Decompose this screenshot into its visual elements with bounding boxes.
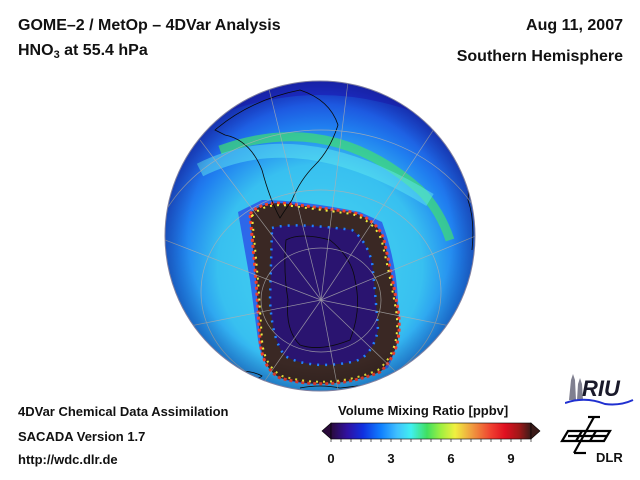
dlr-icon <box>560 415 612 455</box>
map-title: GOME–2 / MetOp – 4DVar Analysis <box>18 17 281 34</box>
river-wave-icon <box>565 398 634 406</box>
globe-limb-shading <box>165 81 475 391</box>
footer-url[interactable]: http://wdc.dlr.de <box>18 452 118 467</box>
species-label: HNO3 at 55.4 hPa <box>18 42 148 61</box>
colorbar-tick-label: 3 <box>387 451 395 466</box>
colorbar-tick-label: 9 <box>507 451 515 466</box>
riu-logo: RIU <box>565 374 634 406</box>
colorbar-title: Volume Mixing Ratio [ppbv] <box>338 403 509 418</box>
species-main: HNO <box>18 42 54 59</box>
colorbar-ticks <box>330 439 532 442</box>
colorbar <box>321 422 541 442</box>
colorbar-max-extend <box>530 422 541 440</box>
colorbar-tick-label: 6 <box>447 451 455 466</box>
globe-field <box>165 81 475 391</box>
footer-assimilation: 4DVar Chemical Data Assimilation <box>18 404 229 419</box>
species-level: at 55.4 hPa <box>59 42 148 59</box>
cathedral-icon <box>569 374 583 400</box>
species-subscript: 3 <box>53 49 60 61</box>
globe-outline <box>164 80 476 392</box>
date-label: Aug 11, 2007 <box>526 17 623 34</box>
colorbar-gradient <box>330 422 532 440</box>
colorbar-min-extend <box>321 422 332 440</box>
dlr-logo-text: DLR <box>596 450 623 465</box>
colorbar-tick-label: 0 <box>327 451 335 466</box>
footer-version: SACADA Version 1.7 <box>18 429 146 444</box>
dlr-logo-symbol <box>560 415 612 455</box>
hemisphere-label: Southern Hemisphere <box>456 48 623 65</box>
riu-logo-text: RIU <box>582 376 621 401</box>
